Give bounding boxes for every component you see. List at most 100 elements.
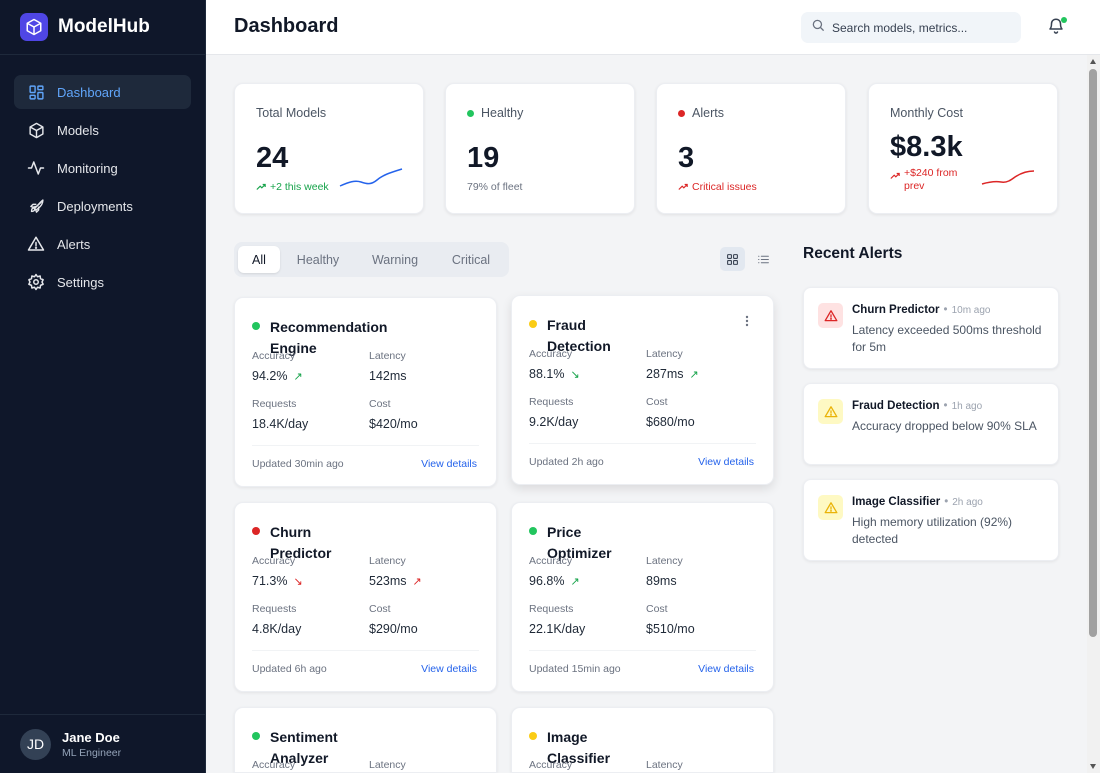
metric-label: Latency: [369, 555, 406, 567]
alert-item[interactable]: Churn Predictor • 10m ago Latency exceeded…: [803, 287, 1059, 369]
sparkline-chart: [981, 170, 1035, 185]
notifications-button[interactable]: [1047, 17, 1067, 37]
metric-label: Cost: [369, 398, 391, 410]
metric-label: Requests: [529, 603, 574, 615]
more-vertical-icon: [745, 315, 749, 327]
metric-label: Latency: [646, 348, 683, 360]
alert-model-name: Churn Predictor: [852, 304, 940, 316]
scroll-up-arrow-icon[interactable]: [1090, 59, 1096, 64]
status-filter-tabs: All Healthy Warning Critical: [234, 242, 509, 277]
scrollbar[interactable]: [1087, 55, 1100, 773]
status-dot: [252, 732, 260, 740]
alert-model-name: Fraud Detection: [852, 400, 940, 412]
accuracy-value: 71.3%: [252, 574, 288, 588]
avatar: JD: [20, 728, 51, 760]
sidebar: ModelHub Dashboard Models Monitoring Dep…: [0, 0, 206, 773]
model-name: Image Classifier: [547, 729, 611, 766]
tab-warning[interactable]: Warning: [371, 252, 419, 267]
stat-label: Healthy: [481, 106, 524, 120]
alert-item[interactable]: Image Classifier • 2h ago High memory util…: [803, 479, 1059, 561]
user-role: ML Engineer: [62, 746, 122, 759]
trend-up-icon: ↗: [689, 368, 699, 381]
sidebar-item-monitoring[interactable]: Monitoring: [14, 151, 191, 185]
model-card-sentiment-analyzer[interactable]: Sentiment Analyzer Accuracy Latency: [234, 707, 497, 773]
tab-all[interactable]: All: [238, 246, 280, 273]
sidebar-item-dashboard[interactable]: Dashboard: [14, 75, 191, 109]
sidebar-item-settings[interactable]: Settings: [14, 265, 191, 299]
metric-label: Latency: [646, 555, 683, 567]
model-card-fraud-detection[interactable]: Fraud Detection Accuracy 88.1% ↘ Latency …: [511, 295, 774, 485]
status-dot: [529, 320, 537, 328]
sidebar-item-alerts[interactable]: Alerts: [14, 227, 191, 261]
stat-card-alerts: Alerts 3 Critical issues: [656, 83, 846, 214]
view-details-link[interactable]: View details: [421, 663, 477, 675]
more-options-button[interactable]: [745, 314, 753, 328]
list-view-button[interactable]: [751, 247, 776, 271]
trend-up-icon: [678, 183, 688, 190]
user-profile[interactable]: JD Jane Doe ML Engineer: [0, 714, 206, 773]
model-card-price-optimizer[interactable]: Price Optimizer Accuracy 96.8% ↗ Latency …: [511, 502, 774, 692]
trend-up-icon: [890, 172, 900, 179]
sidebar-item-deployments[interactable]: Deployments: [14, 189, 191, 223]
trend-down-icon: ↘: [293, 575, 303, 588]
model-name: Fraud Detection: [547, 317, 611, 354]
status-dot: [529, 732, 537, 740]
sidebar-item-label: Alerts: [57, 236, 91, 252]
sidebar-item-label: Dashboard: [57, 84, 121, 100]
cost-value: $510/mo: [646, 622, 695, 636]
requests-value: 18.4K/day: [252, 417, 309, 431]
brand-name: ModelHub: [58, 16, 150, 37]
brand[interactable]: ModelHub: [0, 0, 205, 55]
alert-message: High memory utilization (92%) detected: [852, 515, 1013, 546]
sparkline-chart: [339, 168, 403, 187]
alert-message: Accuracy dropped below 90% SLA: [852, 419, 1037, 433]
metric-label: Requests: [252, 603, 297, 615]
metric-label: Cost: [646, 396, 668, 408]
sidebar-item-models[interactable]: Models: [14, 113, 191, 147]
status-dot: [467, 109, 474, 117]
accuracy-value: 96.8%: [529, 574, 565, 588]
latency-value: 523ms: [369, 574, 407, 588]
sidebar-item-label: Monitoring: [57, 160, 118, 176]
view-details-link[interactable]: View details: [698, 663, 754, 675]
trend-up-icon: ↗: [293, 370, 303, 383]
warning-icon: [818, 399, 843, 424]
sidebar-nav: Dashboard Models Monitoring Deployments …: [0, 55, 205, 299]
top-header: Dashboard: [206, 0, 1100, 55]
metric-label: Latency: [646, 759, 683, 771]
grid-view-button[interactable]: [720, 247, 745, 271]
metric-label: Cost: [646, 603, 668, 615]
search-box[interactable]: [801, 12, 1021, 43]
metric-label: Requests: [252, 398, 297, 410]
view-details-link[interactable]: View details: [421, 458, 477, 470]
rocket-icon: [26, 196, 46, 216]
list-icon: [758, 255, 769, 263]
metric-label: Accuracy: [252, 555, 296, 567]
model-card-recommendation-engine[interactable]: Recommendation Engine Accuracy 94.2% ↗ La…: [234, 297, 497, 487]
scrollbar-thumb[interactable]: [1089, 69, 1097, 637]
search-icon: [811, 18, 825, 37]
view-details-link[interactable]: View details: [698, 456, 754, 468]
warning-icon: [26, 234, 46, 254]
trend-up-icon: ↗: [412, 575, 422, 588]
divider: [529, 443, 756, 444]
gear-icon: [26, 272, 46, 292]
stat-value: 24: [256, 142, 289, 174]
alert-item[interactable]: Fraud Detection • 1h ago Accuracy dropped …: [803, 383, 1059, 465]
cube-logo-icon: [20, 13, 48, 41]
model-card-churn-predictor[interactable]: Churn Predictor Accuracy 71.3% ↘ Latency …: [234, 502, 497, 692]
sidebar-item-label: Deployments: [57, 198, 133, 214]
stat-label: Alerts: [692, 106, 724, 120]
search-input[interactable]: [832, 20, 1012, 35]
stat-value: 19: [467, 142, 500, 174]
cost-value: $680/mo: [646, 415, 695, 429]
tab-critical[interactable]: Critical: [451, 252, 491, 267]
model-card-image-classifier[interactable]: Image Classifier Accuracy Latency: [511, 707, 774, 773]
stat-card-healthy: Healthy 19 79% of fleet: [445, 83, 635, 214]
metric-label: Latency: [369, 759, 406, 771]
cost-value: $290/mo: [369, 622, 418, 636]
stat-sub: 79% of fleet: [467, 181, 523, 193]
scroll-down-arrow-icon[interactable]: [1090, 764, 1096, 769]
status-dot: [252, 322, 260, 330]
tab-healthy[interactable]: Healthy: [296, 252, 340, 267]
